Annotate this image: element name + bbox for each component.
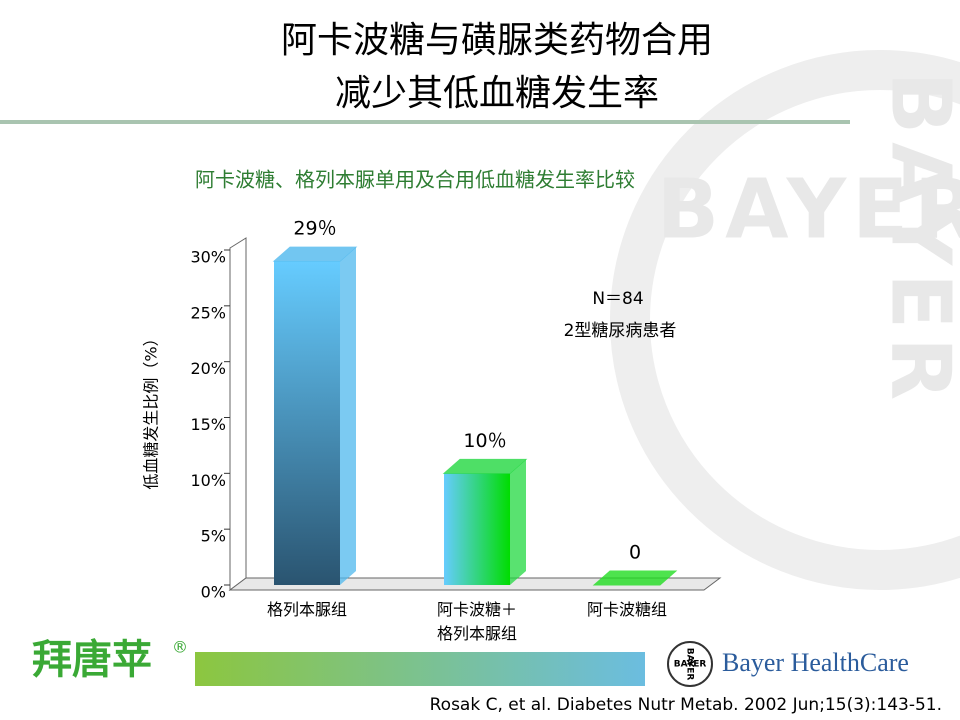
footer-band [195, 652, 645, 686]
value-label: 0 [629, 542, 641, 564]
x-tick-label: 阿卡波糖＋ 格列本脲组 [436, 600, 517, 643]
bar-face [444, 473, 510, 585]
logo [667, 641, 713, 687]
bar [272, 246, 358, 585]
y-tick-label: 0% [201, 583, 226, 602]
logo-text: BAYER [674, 660, 707, 670]
chart-subtitle: 阿卡波糖、格列本脲单用及合用低血糖发生率比较 [195, 168, 635, 192]
bar [592, 570, 678, 586]
y-tick-label: 15% [190, 415, 226, 434]
y-tick-label: 30% [190, 248, 226, 267]
company: Bayer HealthCare [722, 648, 909, 677]
citation: Rosak C, et al. Diabetes Nutr Metab. 200… [430, 695, 942, 715]
y-tick-label: 20% [190, 359, 226, 378]
bar-face [510, 459, 526, 585]
y-tick-label: 5% [201, 527, 226, 546]
title: 阿卡波糖与磺脲类药物合用 [281, 20, 713, 61]
watermark: BAYER [657, 162, 960, 257]
bar [442, 458, 528, 585]
x-tick-label: 阿卡波糖组 [586, 600, 667, 619]
y-tick-label: 10% [190, 471, 226, 490]
bar-face [274, 261, 340, 585]
annotation: N＝84 [592, 289, 643, 309]
back-wall [229, 237, 247, 591]
watermark-ring [610, 50, 960, 590]
brand-mark: ® [172, 638, 188, 657]
title: 减少其低血糖发生率 [335, 73, 659, 114]
watermark: BAYER [873, 72, 960, 409]
brand: 拜唐苹 [32, 637, 152, 683]
y-axis-label: 低血糖发生比例（%） [142, 330, 161, 489]
value-label: 10％ [463, 430, 506, 452]
annotation: 2型糖尿病患者 [564, 321, 677, 341]
bar-face [340, 247, 356, 585]
value-label: 29％ [293, 218, 336, 240]
x-tick-label: 格列本脲组 [266, 600, 347, 619]
logo-text: BAYER [685, 648, 695, 681]
y-tick-label: 25% [190, 303, 226, 322]
